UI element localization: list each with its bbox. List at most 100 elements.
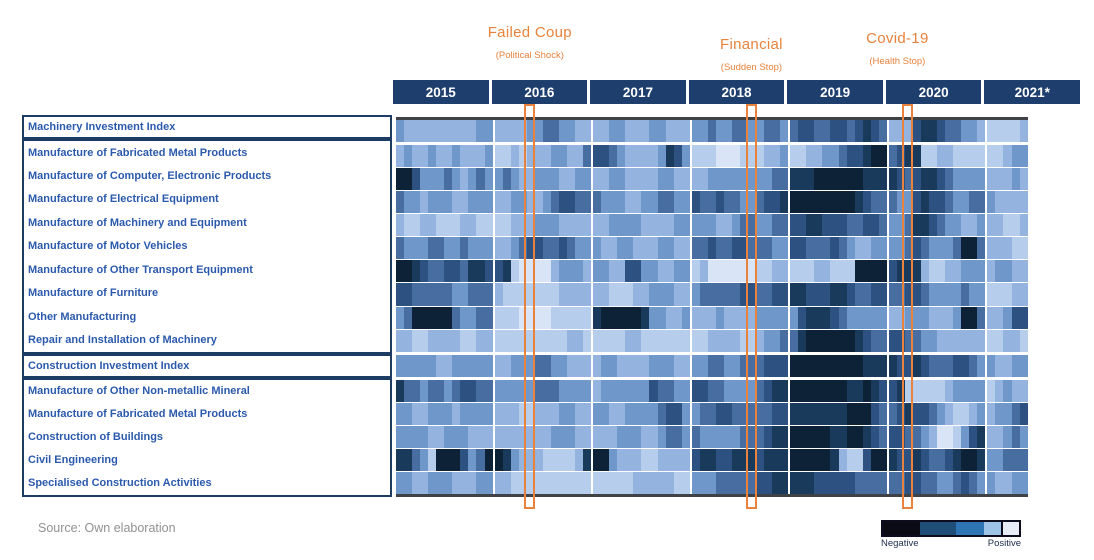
heatmap-cell: [526, 191, 535, 214]
heatmap-cell: [929, 145, 938, 168]
heatmap-cell: [558, 306, 567, 329]
heatmap-cell: [995, 120, 1004, 143]
heatmap-cell: [878, 329, 889, 352]
heatmap-cell: [436, 168, 445, 191]
heatmap-cell: [862, 214, 871, 237]
heatmap-cell: [691, 329, 700, 352]
heatmap-cell: [542, 425, 551, 448]
heatmap-cell: [929, 237, 938, 260]
heatmap-cell: [460, 237, 469, 260]
heatmap-cell: [583, 260, 594, 283]
heatmap-cell: [583, 306, 594, 329]
heatmap-cell: [846, 448, 855, 471]
heatmap-cell: [1019, 471, 1028, 494]
heatmap-cell: [633, 354, 642, 377]
heatmap-cell: [699, 471, 708, 494]
heatmap-cell: [428, 145, 437, 168]
legend-negative-label: Negative: [881, 538, 919, 549]
annotation-subtitle: (Health Stop): [869, 56, 926, 67]
heatmap-cell: [436, 471, 445, 494]
heatmap-cell: [601, 191, 610, 214]
heatmap-cell: [715, 120, 724, 143]
heatmap-cell: [649, 191, 658, 214]
heatmap-cell: [566, 402, 576, 425]
heatmap-cell: [583, 168, 594, 191]
annotation-financial: Financial (Sudden Stop): [641, 36, 861, 73]
heatmap-cell: [593, 191, 602, 214]
heatmap-cell: [583, 425, 594, 448]
heatmap-cell: [452, 168, 461, 191]
heatmap-cell: [854, 168, 863, 191]
heatmap-cell: [953, 471, 962, 494]
heatmap-cell: [798, 329, 807, 352]
heatmap-cell: [739, 214, 749, 237]
heatmap-cell: [969, 329, 978, 352]
heatmap-cell: [420, 471, 429, 494]
heatmap-cell: [904, 168, 913, 191]
heatmap-cell: [846, 379, 855, 402]
heatmap-cell: [995, 260, 1004, 283]
heatmap-cell: [420, 283, 429, 306]
heatmap-cell: [641, 471, 650, 494]
heatmap-cell: [593, 283, 602, 306]
heatmap-cell: [484, 168, 495, 191]
heatmap-cell: [838, 145, 847, 168]
heatmap-cell: [681, 448, 692, 471]
heatmap-cell: [756, 214, 765, 237]
heatmap-cell: [715, 354, 724, 377]
heatmap-cell: [945, 306, 954, 329]
heatmap-cell: [838, 402, 847, 425]
heatmap-cell: [609, 448, 618, 471]
heatmap-row: [396, 354, 1028, 380]
heatmap-cell: [609, 260, 618, 283]
heatmap-cell: [396, 283, 405, 306]
heatmap-cell: [502, 214, 511, 237]
heatmap-cell: [526, 237, 535, 260]
heatmap-cell: [593, 402, 602, 425]
heatmap-cell: [558, 191, 567, 214]
heatmap-cell: [921, 214, 930, 237]
heatmap-cell: [633, 168, 642, 191]
heatmap-cell: [404, 379, 413, 402]
heatmap-cell: [912, 120, 921, 143]
heatmap-cell: [518, 237, 527, 260]
heatmap-cell: [790, 168, 799, 191]
heatmap-cell: [665, 145, 674, 168]
heatmap-cell: [534, 402, 543, 425]
heatmap-cell: [896, 168, 905, 191]
heatmap-cell: [673, 145, 682, 168]
heatmap-cell: [953, 379, 962, 402]
heatmap-cell: [987, 379, 996, 402]
heatmap-cell: [731, 145, 740, 168]
heatmap-cell: [494, 145, 503, 168]
heatmap-cell: [921, 448, 930, 471]
heatmap-cell: [476, 448, 485, 471]
heatmap-cell: [814, 329, 823, 352]
heatmap-cell: [673, 260, 682, 283]
heatmap-cell: [404, 214, 413, 237]
heatmap-cell: [977, 168, 988, 191]
heatmap-cell: [494, 329, 503, 352]
heatmap-cell: [929, 260, 938, 283]
heatmap-cell: [665, 120, 674, 143]
heatmap-cell: [838, 214, 847, 237]
heatmap-cell: [764, 145, 773, 168]
heatmap-cell: [593, 168, 602, 191]
heatmap-cell: [806, 168, 815, 191]
heatmap-cell: [699, 145, 708, 168]
heatmap-cell: [987, 283, 996, 306]
heatmap-cell: [575, 168, 584, 191]
heatmap-cell: [806, 260, 815, 283]
heatmap-cell: [798, 379, 807, 402]
heatmap-cell: [888, 425, 897, 448]
legend-swatch: [983, 522, 1002, 535]
heatmap-cell: [575, 402, 584, 425]
year-cell: 2018: [688, 80, 785, 104]
heatmap-cell: [790, 283, 799, 306]
heatmap-cell: [575, 120, 584, 143]
heatmap-cell: [888, 145, 897, 168]
heatmap-cell: [396, 306, 405, 329]
heatmap-cell: [707, 471, 716, 494]
heatmap-cell: [870, 237, 879, 260]
heatmap-cell: [476, 379, 485, 402]
